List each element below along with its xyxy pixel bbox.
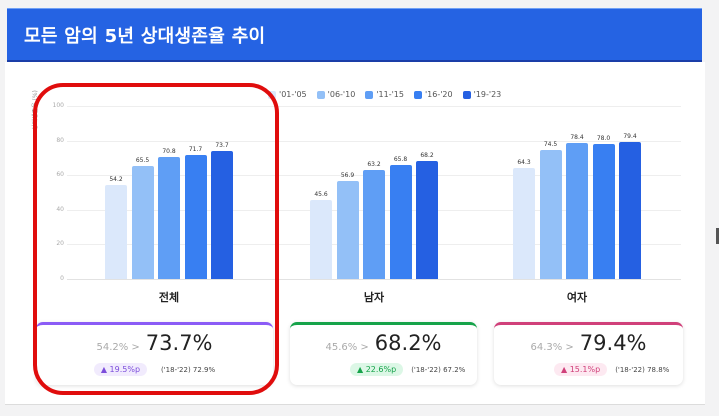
bar-value-label: 56.9 <box>340 171 355 179</box>
bar-value-label: 74.5 <box>543 141 558 149</box>
scrollbar-handle[interactable] <box>716 228 719 244</box>
chart-legend: '01-'05 '06-'10 '11-'15 '16-'20 '19-'23 <box>268 90 501 99</box>
reference-value: ('18-'22) 67.2% <box>411 365 466 374</box>
legend-swatch <box>268 90 276 99</box>
category-label-female: 여자 <box>566 291 588 304</box>
y-axis-title: 상대생존율 (%) <box>32 90 39 130</box>
bar[interactable] <box>513 167 535 279</box>
legend-label: '11-'15 <box>376 90 404 99</box>
bar-value-label: 45.6 <box>314 191 328 199</box>
bar-value-label: 71.7 <box>188 145 203 153</box>
current-value: 68.2% <box>374 331 442 355</box>
summary-card-total[interactable]: 54.2% > 73.7% ▲ 19.5%p ('18-'22) 72.9% <box>36 322 273 385</box>
gridline <box>67 106 681 107</box>
summary-card-male[interactable]: 45.6% > 68.2% ▲ 22.6%p ('18-'22) 67.2% <box>290 322 477 385</box>
bar-value-label: 70.8 <box>162 147 176 155</box>
reference-value: ('18-'22) 72.9% <box>161 365 216 374</box>
previous-value: 54.2% > <box>96 342 140 353</box>
bar-value-label: 64.3 <box>517 158 531 166</box>
x-axis-line <box>67 279 681 280</box>
legend-label: '06-'10 <box>327 90 356 99</box>
legend-label: '01-'05 <box>279 90 307 99</box>
legend-label: '19-'23 <box>473 90 502 99</box>
y-tick-label: 20 <box>56 240 64 248</box>
legend-item[interactable]: '01-'05 <box>268 90 307 99</box>
category-label-total: 전체 <box>158 291 180 304</box>
legend-item[interactable]: '16-'20 <box>413 90 453 99</box>
bar[interactable] <box>363 169 385 279</box>
page-title: 모든 암의 5년 상대생존율 추이 <box>24 26 266 47</box>
bar[interactable] <box>416 161 438 279</box>
bar-value-label: 78.4 <box>570 134 584 142</box>
delta-badge: ▲ 19.5%p <box>93 363 148 376</box>
bar[interactable] <box>211 151 233 279</box>
legend-swatch <box>316 90 325 99</box>
header-bar: 모든 암의 5년 상대생존율 추이 <box>7 8 702 62</box>
bar-value-label: 68.2 <box>420 152 434 159</box>
bar-value-label: 54.2 <box>109 176 123 184</box>
y-tick-label: 100 <box>52 102 64 109</box>
bar[interactable] <box>619 141 641 279</box>
bar-value-label: 65.8 <box>393 156 408 164</box>
delta-badge: ▲ 22.6%p <box>350 363 404 376</box>
delta-badge: ▲ 15.1%p <box>554 363 608 376</box>
bar[interactable] <box>131 165 154 279</box>
bar[interactable] <box>539 150 562 279</box>
bar-value-label: 65.5 <box>135 156 150 164</box>
y-tick-label: 0 <box>60 275 64 282</box>
bar[interactable] <box>105 185 127 279</box>
legend-item[interactable]: '19-'23 <box>462 90 502 99</box>
summary-card-female[interactable]: 64.3% > 79.4% ▲ 15.1%p ('18-'22) 78.8% <box>494 322 683 385</box>
previous-value: 45.6% > <box>325 342 369 353</box>
bar[interactable] <box>566 143 588 279</box>
bar-value-label: 63.2 <box>367 160 381 168</box>
bar[interactable] <box>158 156 180 279</box>
current-value: 73.7% <box>145 331 213 355</box>
bar-value-label: 79.4 <box>623 132 637 140</box>
current-value: 79.4% <box>579 331 647 355</box>
y-tick-label: 80 <box>56 136 64 144</box>
category-label-male: 남자 <box>363 291 385 304</box>
bar[interactable] <box>389 165 412 279</box>
bar[interactable] <box>184 154 207 279</box>
legend-item[interactable]: '11-'15 <box>365 90 404 99</box>
reference-value: ('18-'22) 78.8% <box>615 365 670 374</box>
legend-swatch <box>413 90 422 99</box>
y-tick-label: 40 <box>56 205 64 213</box>
bar[interactable] <box>336 180 359 279</box>
gridline <box>67 140 681 142</box>
bar-value-label: 73.7 <box>215 142 229 150</box>
previous-value: 64.3% > <box>530 342 574 353</box>
bar[interactable] <box>592 144 615 279</box>
legend-swatch <box>365 90 374 99</box>
legend-swatch <box>462 90 471 99</box>
legend-label: '16-'20 <box>424 90 453 99</box>
bar-value-label: 78.0 <box>596 135 611 143</box>
bar[interactable] <box>310 200 332 279</box>
y-tick-label: 60 <box>56 171 64 179</box>
legend-item[interactable]: '06-'10 <box>316 90 356 99</box>
